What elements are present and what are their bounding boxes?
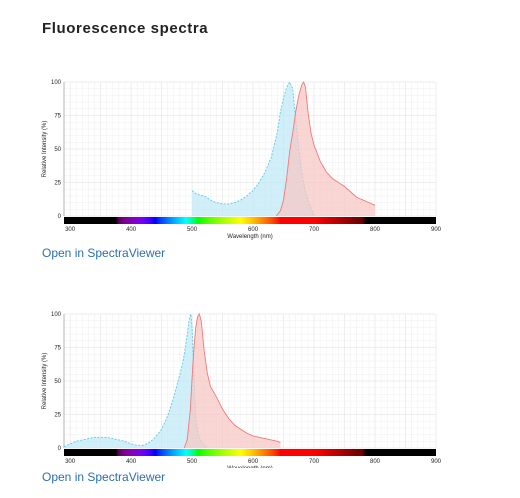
y-tick-label: 0 bbox=[58, 214, 62, 220]
y-tick-label: 100 bbox=[51, 80, 62, 86]
x-tick-label: 700 bbox=[309, 459, 320, 465]
x-tick-label: 900 bbox=[431, 459, 442, 465]
emission-area bbox=[184, 314, 281, 448]
y-tick-label: 75 bbox=[54, 346, 61, 352]
x-tick-label: 900 bbox=[431, 227, 442, 233]
y-tick-label: 25 bbox=[54, 181, 61, 187]
x-axis-label: Wavelength (nm) bbox=[227, 466, 272, 468]
page-title: Fluorescence spectra bbox=[42, 20, 209, 37]
x-tick-label: 800 bbox=[370, 227, 381, 233]
excitation-area bbox=[64, 314, 208, 448]
x-tick-label: 500 bbox=[187, 227, 198, 233]
open-in-spectraviewer-link[interactable]: Open in SpectraViewer bbox=[42, 246, 166, 260]
x-tick-label: 700 bbox=[309, 227, 320, 233]
emission-area bbox=[276, 82, 376, 216]
fluorescence-chart-2: 0 25 50 75 100 300 400 500 600 700 800 900 Wavelengt… bbox=[34, 306, 444, 484]
spectrum-chart-svg: 0 25 50 75 100 300 400 500 600 700 800 900 Wavelengt… bbox=[42, 312, 442, 468]
spectrum-chart-svg: 0 25 50 75 100 300 400 500 600 700 800 900 Wavelengt… bbox=[42, 80, 442, 240]
x-axis-label: Wavelength (nm) bbox=[227, 234, 272, 240]
x-tick-label: 800 bbox=[370, 459, 381, 465]
y-tick-label: 25 bbox=[54, 413, 61, 419]
fluorescence-chart-1: 0 25 50 75 100 300 400 500 600 700 800 900 Wavelengt… bbox=[34, 74, 444, 260]
y-tick-label: 100 bbox=[51, 312, 62, 318]
wavelength-color-strip bbox=[64, 217, 436, 224]
y-tick-label: 50 bbox=[54, 147, 61, 153]
excitation-area bbox=[192, 82, 315, 216]
emission-line bbox=[275, 81, 376, 217]
y-tick-label: 0 bbox=[58, 446, 62, 452]
y-tick-label: 50 bbox=[54, 379, 61, 385]
open-in-spectraviewer-link[interactable]: Open in SpectraViewer bbox=[42, 470, 166, 484]
x-tick-label: 500 bbox=[187, 459, 198, 465]
y-axis-label: Relative Intensity (%) bbox=[42, 121, 48, 178]
wavelength-color-strip bbox=[64, 449, 436, 456]
emission-line bbox=[183, 312, 281, 449]
x-tick-label: 600 bbox=[248, 459, 259, 465]
y-axis-label: Relative Intensity (%) bbox=[42, 353, 48, 410]
x-tick-label: 300 bbox=[65, 227, 76, 233]
x-tick-label: 400 bbox=[126, 459, 137, 465]
x-tick-label: 400 bbox=[126, 227, 137, 233]
excitation-line bbox=[63, 313, 208, 449]
x-tick-label: 600 bbox=[248, 227, 259, 233]
x-tick-label: 300 bbox=[65, 459, 76, 465]
y-tick-label: 75 bbox=[54, 114, 61, 120]
